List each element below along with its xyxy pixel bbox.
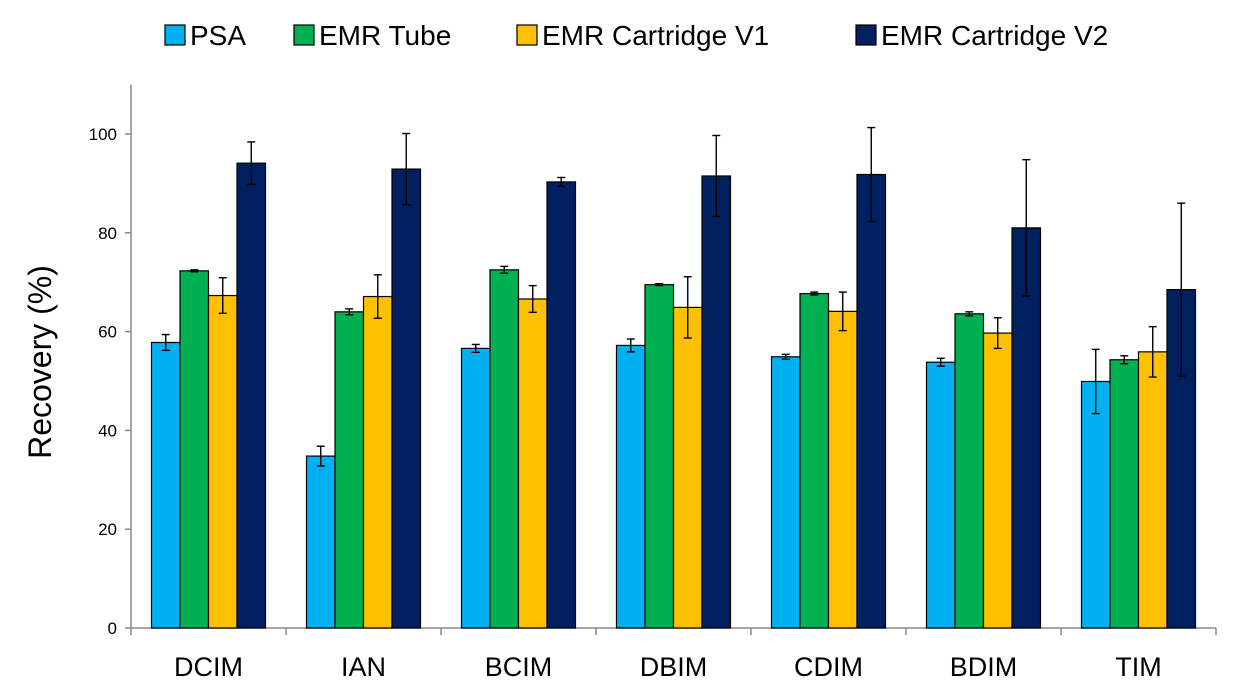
error-bar — [500, 265, 509, 275]
error-bar — [1177, 202, 1186, 377]
error-bar — [655, 282, 664, 287]
legend-item: EMR Cartridge V1 — [516, 20, 769, 51]
x-tick-label: BCIM — [485, 652, 553, 682]
legend-item: EMR Cartridge V2 — [855, 20, 1108, 51]
error-bar — [471, 343, 480, 354]
error-bar — [528, 284, 537, 314]
y-tick-label: 100 — [89, 125, 117, 144]
error-bar — [1091, 348, 1100, 415]
error-bar — [683, 276, 692, 339]
error-bar — [626, 338, 635, 353]
error-bar — [936, 357, 945, 367]
error-bars — [161, 126, 1186, 467]
error-bar — [1120, 355, 1129, 365]
bar — [827, 310, 858, 629]
error-bar — [557, 176, 566, 188]
bar — [179, 270, 210, 629]
y-axis: 0 20 40 60 80 100 — [89, 84, 132, 638]
bar — [954, 313, 985, 629]
error-bar — [247, 141, 256, 186]
bar — [1137, 351, 1168, 629]
legend-swatch — [293, 24, 315, 46]
bar — [305, 455, 336, 629]
bar — [391, 168, 422, 629]
legend: PSA EMR Tube EMR Cartridge V1 EMR Cartridge… — [164, 20, 1108, 51]
y-tick-label: 40 — [98, 421, 117, 440]
bar — [1080, 380, 1111, 629]
error-bar — [838, 291, 847, 332]
bar — [489, 269, 520, 629]
legend-item: EMR Tube — [293, 20, 451, 51]
error-bar — [316, 445, 325, 467]
x-tick-label: DCIM — [174, 652, 243, 682]
x-tick-label: BDIM — [950, 652, 1018, 682]
bar — [925, 361, 956, 629]
error-bar — [373, 274, 382, 319]
error-bar — [1022, 158, 1031, 297]
error-bar — [345, 308, 354, 316]
legend-swatch — [516, 24, 538, 46]
x-tick-label: CDIM — [794, 652, 863, 682]
bar — [701, 175, 732, 629]
y-tick-label: 60 — [98, 323, 117, 342]
error-bar — [993, 317, 1002, 350]
legend-swatch — [855, 24, 877, 46]
bar — [982, 332, 1013, 629]
error-bar — [402, 132, 411, 206]
legend-label: EMR Cartridge V1 — [542, 20, 769, 51]
x-axis: DCIM IAN BCIM DBIM CDIM BDIM TIM — [130, 627, 1217, 682]
error-bar — [810, 291, 819, 296]
bar — [672, 306, 703, 629]
bar — [546, 181, 577, 629]
bar — [770, 356, 801, 629]
legend-label: EMR Cartridge V2 — [881, 20, 1108, 51]
bars — [150, 162, 1197, 629]
legend-label: EMR Tube — [319, 20, 451, 51]
x-tick-label: DBIM — [640, 652, 708, 682]
y-tick-label: 0 — [108, 619, 117, 638]
bar — [1109, 359, 1140, 629]
y-tick-label: 20 — [98, 520, 117, 539]
bar — [856, 173, 887, 629]
y-axis-label: Recovery (%) — [22, 265, 58, 459]
bar — [615, 344, 646, 629]
error-bar — [218, 277, 227, 315]
error-bar — [867, 126, 876, 223]
bar — [150, 341, 181, 629]
error-bar — [190, 269, 199, 273]
bar — [1011, 227, 1042, 629]
bar — [207, 294, 238, 629]
error-bar — [965, 311, 974, 317]
bar — [644, 284, 675, 629]
bar — [460, 347, 491, 629]
y-tick-label: 80 — [98, 224, 117, 243]
bar — [362, 295, 393, 629]
bar — [236, 162, 267, 629]
legend-swatch — [164, 24, 186, 46]
x-tick-label: IAN — [341, 652, 386, 682]
bar — [334, 311, 365, 629]
bar — [799, 292, 830, 629]
legend-item: PSA — [164, 20, 246, 51]
bar — [517, 298, 548, 629]
error-bar — [161, 333, 170, 352]
legend-label: PSA — [190, 20, 246, 51]
x-tick-label: TIM — [1115, 652, 1162, 682]
error-bar — [712, 134, 721, 218]
error-bar — [1148, 325, 1157, 378]
error-bar — [781, 353, 790, 360]
